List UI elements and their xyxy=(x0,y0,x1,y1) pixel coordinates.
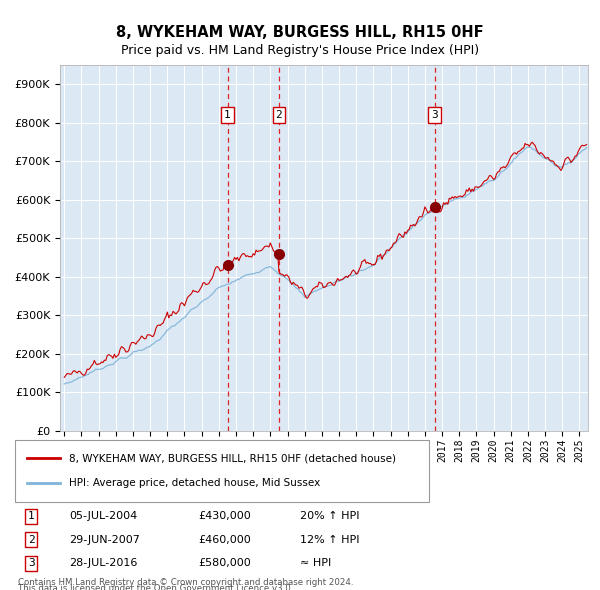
Text: 8, WYKEHAM WAY, BURGESS HILL, RH15 0HF: 8, WYKEHAM WAY, BURGESS HILL, RH15 0HF xyxy=(116,25,484,40)
Text: Price paid vs. HM Land Registry's House Price Index (HPI): Price paid vs. HM Land Registry's House … xyxy=(121,44,479,57)
Text: 8, WYKEHAM WAY, BURGESS HILL, RH15 0HF (detached house): 8, WYKEHAM WAY, BURGESS HILL, RH15 0HF (… xyxy=(69,453,396,463)
Text: 1: 1 xyxy=(224,110,231,120)
Text: 3: 3 xyxy=(431,110,438,120)
Text: 12% ↑ HPI: 12% ↑ HPI xyxy=(300,535,359,545)
Text: 2: 2 xyxy=(28,535,35,545)
Text: 20% ↑ HPI: 20% ↑ HPI xyxy=(300,512,359,521)
Text: £460,000: £460,000 xyxy=(198,535,251,545)
Text: This data is licensed under the Open Government Licence v3.0.: This data is licensed under the Open Gov… xyxy=(18,584,293,590)
Text: £430,000: £430,000 xyxy=(198,512,251,521)
Text: 28-JUL-2016: 28-JUL-2016 xyxy=(69,559,137,568)
Text: 3: 3 xyxy=(28,559,35,568)
Text: Contains HM Land Registry data © Crown copyright and database right 2024.: Contains HM Land Registry data © Crown c… xyxy=(18,578,353,587)
Text: ≈ HPI: ≈ HPI xyxy=(300,559,331,568)
Text: HPI: Average price, detached house, Mid Sussex: HPI: Average price, detached house, Mid … xyxy=(69,478,320,488)
Text: 2: 2 xyxy=(275,110,282,120)
Text: £580,000: £580,000 xyxy=(198,559,251,568)
Text: 1: 1 xyxy=(28,512,35,521)
Text: 05-JUL-2004: 05-JUL-2004 xyxy=(69,512,137,521)
Text: 29-JUN-2007: 29-JUN-2007 xyxy=(69,535,140,545)
